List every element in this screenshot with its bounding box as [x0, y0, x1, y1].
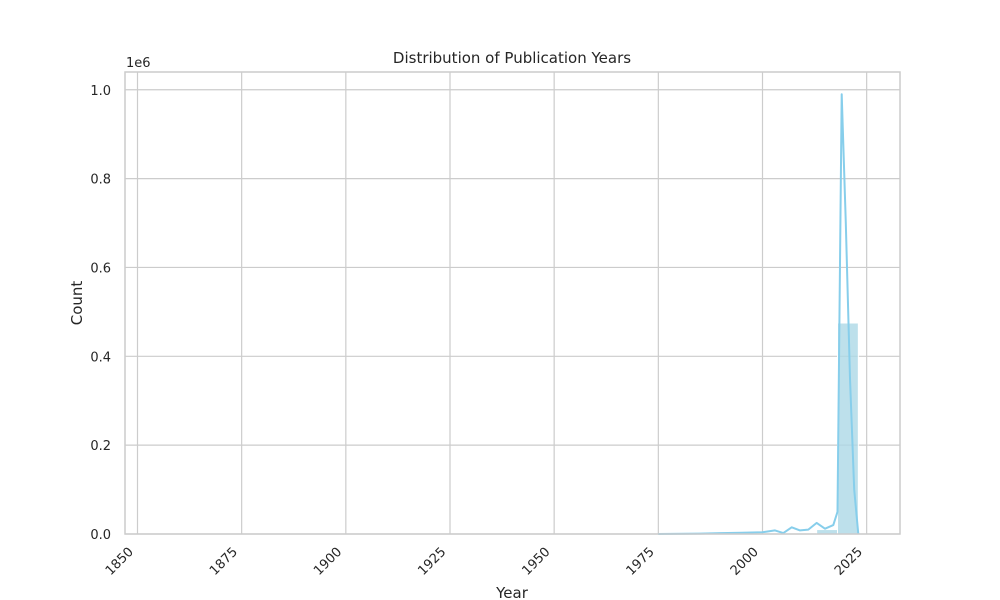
y-tick-label: 1.0 — [90, 84, 111, 99]
x-tick-label: 1850 — [103, 545, 137, 579]
y-tick-label: 0.4 — [90, 350, 111, 365]
y-tick-label: 0.0 — [90, 528, 111, 543]
kde-curve-layer — [658, 93, 860, 535]
y-axis-multiplier: 1e6 — [126, 56, 151, 71]
y-tick-label: 0.2 — [90, 439, 111, 454]
x-tick-label: 1950 — [519, 545, 553, 579]
y-axis-label: Count — [68, 281, 86, 326]
y-tick-label: 0.8 — [90, 173, 111, 188]
x-tick-label: 1875 — [207, 545, 241, 579]
tick-labels: 1850 1875 1900 1925 1950 1975 2000 2025 0.0 0.2 0.… — [90, 84, 866, 579]
x-axis-label: Year — [495, 584, 529, 600]
y-tick-label: 0.6 — [90, 261, 111, 276]
chart-title: Distribution of Publication Years — [393, 49, 631, 67]
kde-curve — [658, 93, 860, 535]
grid-lines — [125, 72, 900, 535]
x-tick-label: 1975 — [624, 545, 658, 579]
x-tick-label: 1925 — [415, 545, 449, 579]
x-tick-label: 2025 — [832, 545, 866, 579]
x-tick-label: 2000 — [728, 545, 762, 579]
plot-frame — [124, 71, 901, 535]
x-tick-label: 1900 — [311, 545, 345, 579]
